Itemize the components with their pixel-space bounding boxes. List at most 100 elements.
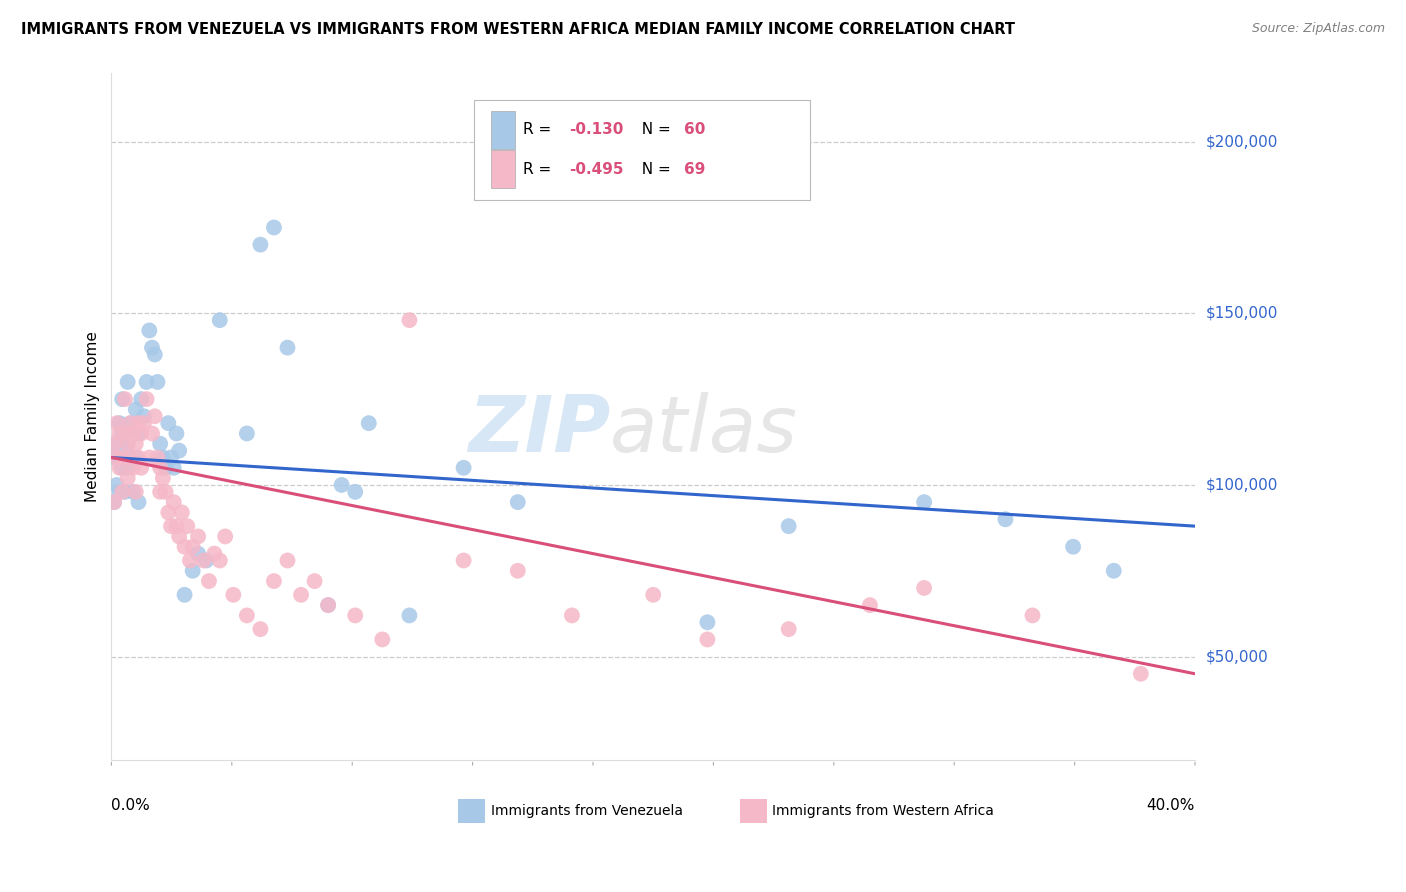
Point	[149, 460, 172, 475]
Text: 0.0%: 0.0%	[111, 798, 150, 814]
Point	[179, 553, 201, 567]
Point	[1021, 608, 1043, 623]
Point	[122, 460, 145, 475]
Point	[316, 598, 339, 612]
Point	[138, 450, 160, 465]
Point	[157, 416, 180, 430]
Text: Source: ZipAtlas.com: Source: ZipAtlas.com	[1251, 22, 1385, 36]
Point	[778, 519, 800, 533]
Point	[120, 416, 142, 430]
Text: R =: R =	[523, 161, 557, 177]
Point	[202, 547, 225, 561]
Point	[316, 598, 339, 612]
Point	[160, 450, 183, 465]
Point	[173, 540, 195, 554]
Point	[103, 436, 125, 450]
Text: IMMIGRANTS FROM VENEZUELA VS IMMIGRANTS FROM WESTERN AFRICA MEDIAN FAMILY INCOME: IMMIGRANTS FROM VENEZUELA VS IMMIGRANTS …	[21, 22, 1015, 37]
Point	[344, 608, 367, 623]
Point	[117, 375, 139, 389]
Text: R =: R =	[523, 122, 557, 137]
Bar	[491, 112, 515, 149]
Point	[120, 416, 142, 430]
Text: Immigrants from Venezuela: Immigrants from Venezuela	[491, 804, 683, 818]
Point	[105, 436, 128, 450]
Point	[398, 313, 420, 327]
Point	[111, 450, 134, 465]
Point	[155, 460, 177, 475]
Point	[357, 416, 380, 430]
Point	[249, 237, 271, 252]
Text: atlas: atlas	[610, 392, 797, 468]
Point	[111, 392, 134, 406]
Point	[132, 416, 155, 430]
Point	[111, 460, 134, 475]
Point	[114, 484, 136, 499]
Point	[208, 553, 231, 567]
Point	[122, 426, 145, 441]
Point	[103, 450, 125, 465]
Point	[276, 341, 298, 355]
Point	[103, 495, 125, 509]
Point	[263, 574, 285, 588]
Point	[128, 495, 150, 509]
Point	[561, 608, 583, 623]
Point	[125, 484, 148, 499]
Bar	[458, 798, 485, 823]
Point	[208, 313, 231, 327]
Point	[453, 460, 475, 475]
Point	[187, 547, 209, 561]
Point	[195, 553, 218, 567]
Point	[330, 478, 353, 492]
Point	[859, 598, 882, 612]
Point	[128, 416, 150, 430]
Point	[236, 426, 259, 441]
Point	[120, 450, 142, 465]
Point	[122, 426, 145, 441]
Point	[138, 323, 160, 337]
Point	[344, 484, 367, 499]
Point	[128, 426, 150, 441]
Point	[114, 450, 136, 465]
Point	[117, 460, 139, 475]
Point	[114, 426, 136, 441]
Point	[108, 460, 131, 475]
Point	[249, 622, 271, 636]
Point	[304, 574, 326, 588]
Point	[128, 450, 150, 465]
Point	[117, 436, 139, 450]
Point	[105, 478, 128, 492]
Point	[173, 588, 195, 602]
Point	[149, 436, 172, 450]
Text: $200,000: $200,000	[1206, 134, 1278, 149]
Point	[643, 588, 665, 602]
Point	[506, 564, 529, 578]
Point	[146, 450, 169, 465]
Point	[125, 402, 148, 417]
Text: $100,000: $100,000	[1206, 477, 1278, 492]
Point	[181, 564, 204, 578]
Point	[163, 460, 186, 475]
Point	[160, 519, 183, 533]
Point	[103, 495, 125, 509]
Point	[994, 512, 1017, 526]
Text: -0.495: -0.495	[568, 161, 623, 177]
Point	[135, 392, 157, 406]
Point	[198, 574, 221, 588]
Point	[453, 553, 475, 567]
Point	[125, 450, 148, 465]
Point	[371, 632, 394, 647]
Bar	[740, 798, 768, 823]
Point	[214, 529, 236, 543]
Point	[105, 416, 128, 430]
Point	[108, 484, 131, 499]
Y-axis label: Median Family Income: Median Family Income	[86, 331, 100, 501]
Text: N =: N =	[631, 122, 675, 137]
Point	[120, 450, 142, 465]
Point	[912, 495, 935, 509]
Bar	[491, 150, 515, 188]
Point	[108, 416, 131, 430]
Text: 69: 69	[683, 161, 704, 177]
Point	[114, 426, 136, 441]
Point	[152, 471, 174, 485]
Point	[117, 471, 139, 485]
